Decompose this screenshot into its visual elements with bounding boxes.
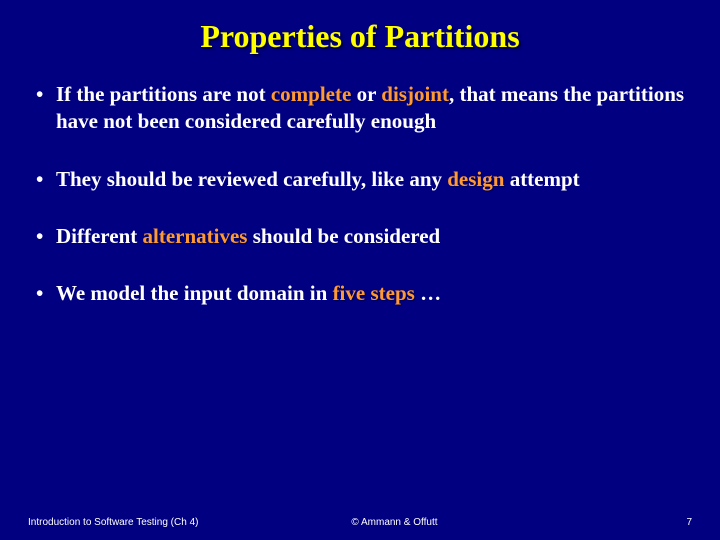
slide-title: Properties of Partitions [28,18,692,55]
bullet-item: If the partitions are not complete or di… [34,81,692,136]
footer-center: © Ammann & Offutt [351,517,437,528]
footer: Introduction to Software Testing (Ch 4) … [0,517,720,528]
bullet-item: Different alternatives should be conside… [34,223,692,250]
highlight-text: alternatives [143,224,248,248]
bullet-text: Different [56,224,143,248]
highlight-text: design [447,167,504,191]
bullet-list: If the partitions are not complete or di… [28,81,692,307]
highlight-text: complete [271,82,351,106]
bullet-text: should be considered [247,224,440,248]
footer-left: Introduction to Software Testing (Ch 4) [28,517,198,528]
bullet-text: attempt [504,167,579,191]
footer-right: 7 [686,517,692,528]
bullet-item: We model the input domain in five steps … [34,280,692,307]
slide: Properties of Partitions If the partitio… [0,0,720,540]
bullet-text: They should be reviewed carefully, like … [56,167,447,191]
bullet-item: They should be reviewed carefully, like … [34,166,692,193]
bullet-text: or [351,82,381,106]
highlight-text: five steps [333,281,415,305]
bullet-text: … [415,281,441,305]
bullet-text: If the partitions are not [56,82,271,106]
bullet-text: We model the input domain in [56,281,333,305]
highlight-text: disjoint [381,82,449,106]
